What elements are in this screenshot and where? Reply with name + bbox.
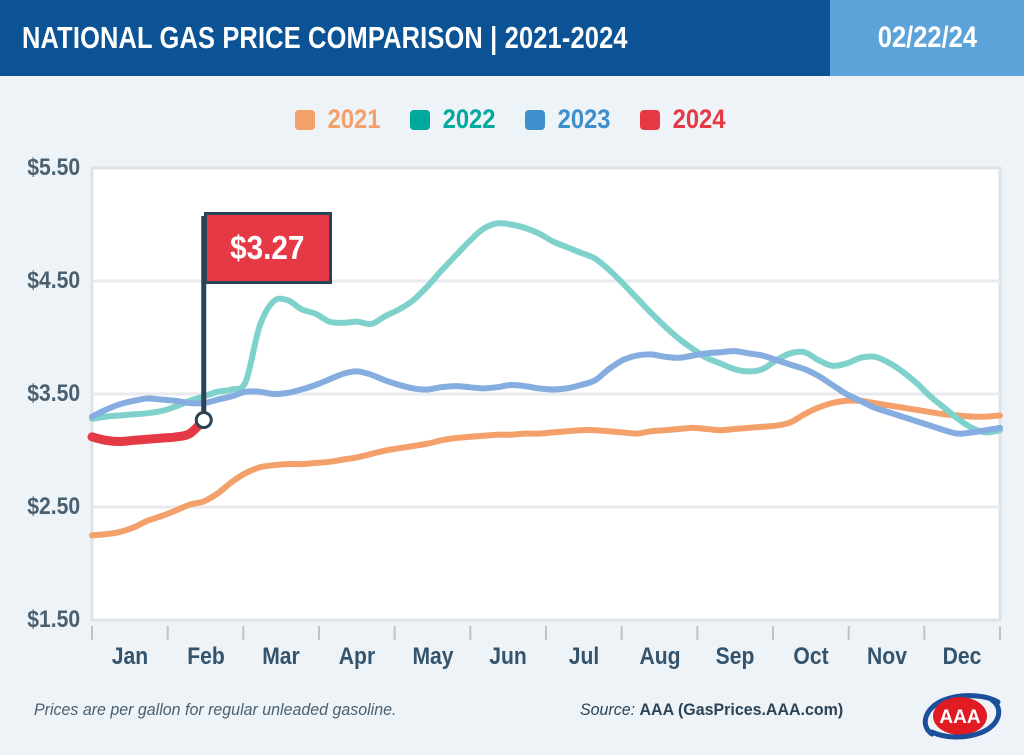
callout-value: $3.27: [230, 229, 305, 266]
header: NATIONAL GAS PRICE COMPARISON | 2021-202…: [0, 0, 1024, 76]
x-tick-label-may: May: [411, 643, 454, 670]
x-tick-label-nov: Nov: [866, 643, 907, 670]
y-tick-label: $2.50: [27, 493, 80, 520]
price-callout: $3.27: [203, 212, 332, 284]
legend-swatch-2021: [294, 109, 315, 130]
legend-item-2023: 2023: [525, 104, 614, 135]
legend-item-2021: 2021: [294, 104, 384, 135]
y-tick-label: $1.50: [27, 606, 80, 633]
line-plot: [87, 166, 1003, 640]
legend-label-2022: 2022: [442, 104, 496, 134]
header-title-bar: NATIONAL GAS PRICE COMPARISON | 2021-202…: [0, 0, 830, 76]
footer-source-name: AAA (GasPrices.AAA.com): [639, 700, 844, 719]
legend-swatch-2023: [525, 109, 545, 130]
x-tick-label-jun: Jun: [489, 643, 527, 670]
x-tick-label-apr: Apr: [338, 643, 376, 670]
y-tick-label: $4.50: [27, 267, 80, 294]
series-line-2023: [89, 348, 1003, 437]
aaa-logo-icon: AAA: [918, 686, 1006, 753]
legend-item-2024: 2024: [640, 104, 729, 135]
header-date-badge: 02/22/24: [830, 0, 1024, 76]
x-tick-label-dec: Dec: [942, 643, 982, 670]
x-axis-labels: Jan Feb Mar Apr May Jun Jul Aug Sep Oct Nov Dec: [92, 625, 1000, 675]
legend-label-2021: 2021: [327, 104, 381, 134]
chart-area: $1.50 $2.50 $3.50 $4.50 $5.50 Jan Feb Mar Apr Ma…: [0, 154, 1024, 670]
series-line-2024: [87, 415, 209, 446]
y-axis-labels: $1.50 $2.50 $3.50 $4.50 $5.50: [0, 154, 92, 633]
legend-swatch-2022: [409, 109, 430, 130]
x-tick-label-mar: Mar: [262, 643, 300, 670]
svg-text:AAA: AAA: [939, 707, 980, 728]
footer: Prices are per gallon for regular unlead…: [0, 690, 1024, 755]
legend-item-2022: 2022: [409, 104, 499, 135]
x-tick-label-feb: Feb: [186, 643, 225, 670]
x-tick-label-aug: Aug: [638, 643, 681, 670]
y-tick-label: $3.50: [27, 380, 80, 407]
x-tick-label-jul: Jul: [568, 643, 600, 670]
x-tick-label-jan: Jan: [111, 643, 149, 670]
legend-swatch-2024: [640, 109, 661, 130]
x-tick-label-sep: Sep: [715, 643, 755, 670]
footer-source-prefix: Source:: [580, 700, 640, 719]
series-line-2021: [89, 397, 1003, 539]
footer-disclaimer: Prices are per gallon for regular unlead…: [34, 700, 397, 719]
footer-source: Source: AAA (GasPrices.AAA.com): [580, 700, 843, 720]
page-title: NATIONAL GAS PRICE COMPARISON | 2021-202…: [22, 20, 628, 55]
chart-legend: 2021 2022 2023 2024: [0, 104, 1024, 135]
y-tick-label: $5.50: [27, 154, 80, 181]
callout-marker: [194, 410, 213, 429]
x-tick-label-oct: Oct: [793, 643, 829, 670]
series-line-2022: [89, 220, 1003, 436]
legend-label-2024: 2024: [672, 104, 726, 134]
report-date: 02/22/24: [877, 21, 977, 54]
legend-label-2023: 2023: [557, 104, 611, 134]
